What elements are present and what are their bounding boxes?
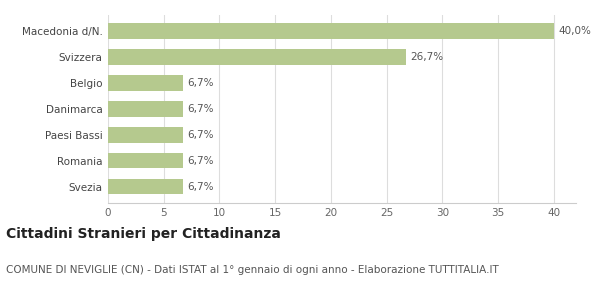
Bar — [108, 101, 182, 117]
Bar — [108, 179, 182, 194]
Text: 26,7%: 26,7% — [410, 52, 443, 62]
Bar — [108, 49, 406, 65]
Text: 6,7%: 6,7% — [187, 104, 214, 114]
Text: 40,0%: 40,0% — [558, 26, 591, 36]
Text: 6,7%: 6,7% — [187, 156, 214, 166]
Text: 6,7%: 6,7% — [187, 130, 214, 140]
Bar — [108, 127, 182, 142]
Text: Cittadini Stranieri per Cittadinanza: Cittadini Stranieri per Cittadinanza — [6, 227, 281, 241]
Bar — [108, 23, 554, 39]
Text: 6,7%: 6,7% — [187, 182, 214, 192]
Bar — [108, 75, 182, 90]
Text: 6,7%: 6,7% — [187, 78, 214, 88]
Bar — [108, 153, 182, 168]
Text: COMUNE DI NEVIGLIE (CN) - Dati ISTAT al 1° gennaio di ogni anno - Elaborazione T: COMUNE DI NEVIGLIE (CN) - Dati ISTAT al … — [6, 264, 499, 275]
